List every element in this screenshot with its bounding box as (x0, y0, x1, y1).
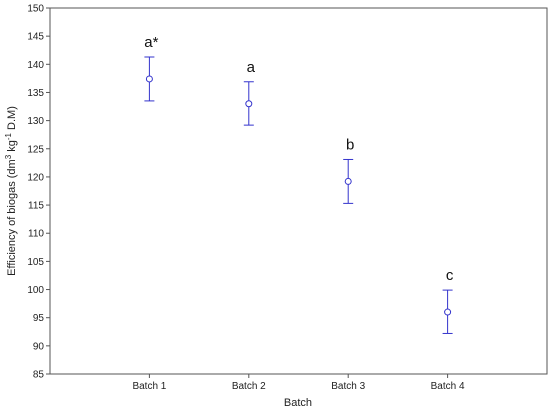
y-axis-title-suffix: D.M) (6, 106, 18, 133)
data-marks: a* a b c (144, 34, 454, 334)
y-axis-title-sup1: 3 (4, 154, 13, 159)
y-tick-label: 130 (27, 116, 44, 127)
group-letter-label: c (446, 267, 454, 284)
data-point (444, 308, 452, 316)
y-tick-label: 120 (27, 172, 44, 183)
y-axis-title-prefix: Efficiency of biogas (dm (6, 159, 18, 276)
y-axis: 85 90 95 100 105 110 115 120 125 130 135 140 145 150 (27, 4, 50, 381)
data-point (245, 100, 253, 108)
x-tick-label: Batch 3 (331, 381, 365, 392)
y-tick-label: 100 (27, 285, 44, 296)
y-tick-label: 150 (27, 4, 44, 15)
x-tick-label: Batch 4 (431, 381, 465, 392)
y-tick-label: 115 (28, 201, 44, 212)
y-tick-label: 125 (27, 144, 44, 155)
y-tick-label: 110 (28, 229, 44, 240)
group-letter-label: a* (144, 34, 158, 51)
y-tick-label: 85 (33, 370, 45, 381)
x-tick-label: Batch 1 (132, 381, 166, 392)
y-tick-label: 140 (27, 60, 44, 71)
y-tick-label: 105 (27, 257, 44, 268)
group-letter-label: b (346, 136, 354, 153)
x-axis-title: Batch (284, 397, 312, 409)
group-letter-label: a (247, 59, 256, 76)
y-tick-label: 135 (27, 88, 44, 99)
y-tick-label: 145 (27, 32, 44, 43)
y-axis-title-mid: kg (6, 140, 18, 155)
y-tick-label: 90 (33, 341, 45, 352)
x-axis: Batch 1 Batch 2 Batch 3 Batch 4 (132, 374, 465, 392)
data-point (145, 75, 153, 83)
y-axis-title: Efficiency of biogas (dm3 kg-1 D.M) (4, 106, 18, 276)
x-tick-label: Batch 2 (232, 381, 266, 392)
y-axis-title-sup2: -1 (4, 132, 13, 140)
plot-area (49, 7, 548, 375)
data-point (344, 177, 352, 185)
y-tick-label: 95 (33, 313, 45, 324)
